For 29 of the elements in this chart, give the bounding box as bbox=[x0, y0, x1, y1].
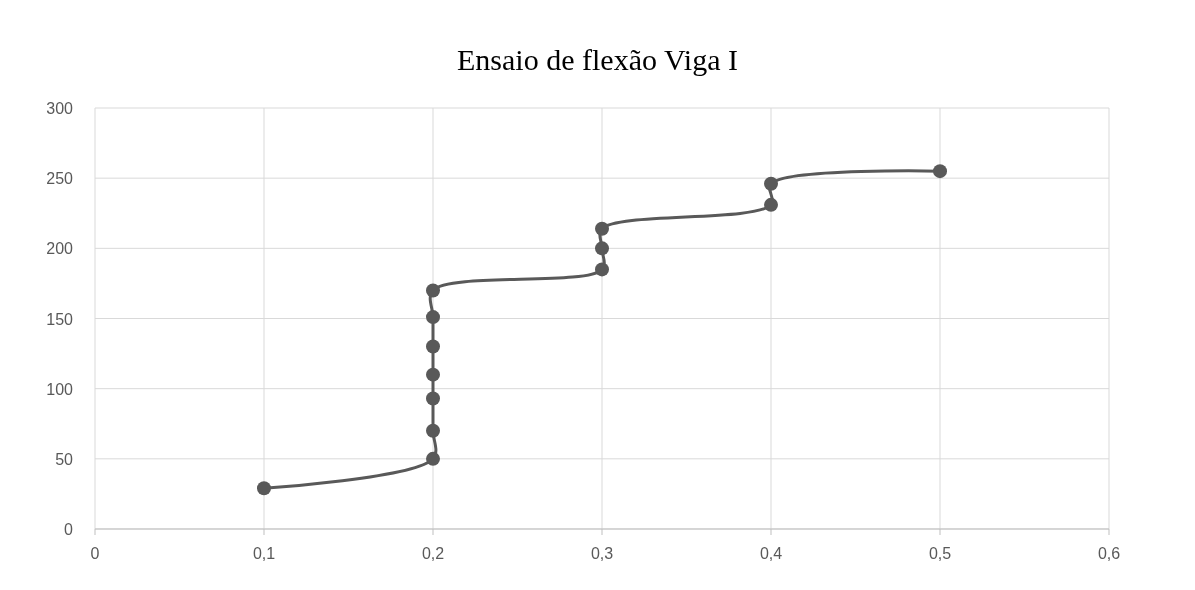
point bbox=[257, 481, 271, 496]
point bbox=[426, 283, 440, 298]
y-tick-label: 250 bbox=[46, 170, 74, 188]
point bbox=[764, 176, 778, 191]
point bbox=[595, 221, 609, 236]
x-tick-label: 0 bbox=[90, 545, 100, 562]
x-tick-label: 0,6 bbox=[1097, 545, 1121, 562]
y-tick-label: 150 bbox=[46, 310, 74, 328]
point bbox=[426, 339, 440, 354]
point bbox=[426, 423, 440, 438]
x-tick-label: 0,5 bbox=[928, 545, 952, 562]
y-tick-label: 0 bbox=[64, 521, 74, 538]
point bbox=[426, 451, 440, 466]
x-tick-label: 0,4 bbox=[759, 545, 783, 562]
point bbox=[764, 197, 778, 212]
y-tick-label: 50 bbox=[55, 450, 74, 468]
point bbox=[426, 367, 440, 382]
x-tick-label: 0,1 bbox=[252, 545, 276, 562]
x-tick-label: 0,2 bbox=[421, 545, 445, 562]
y-tick-label: 100 bbox=[46, 380, 74, 398]
point bbox=[933, 164, 947, 179]
point bbox=[426, 310, 440, 325]
y-tick-label: 200 bbox=[46, 240, 74, 258]
point bbox=[595, 262, 609, 277]
y-tick-label: 300 bbox=[46, 100, 74, 117]
point bbox=[426, 391, 440, 406]
x-tick-label: 0,3 bbox=[590, 545, 614, 562]
point bbox=[595, 241, 609, 256]
chart-title: Ensaio de flexão Viga I bbox=[457, 43, 738, 76]
